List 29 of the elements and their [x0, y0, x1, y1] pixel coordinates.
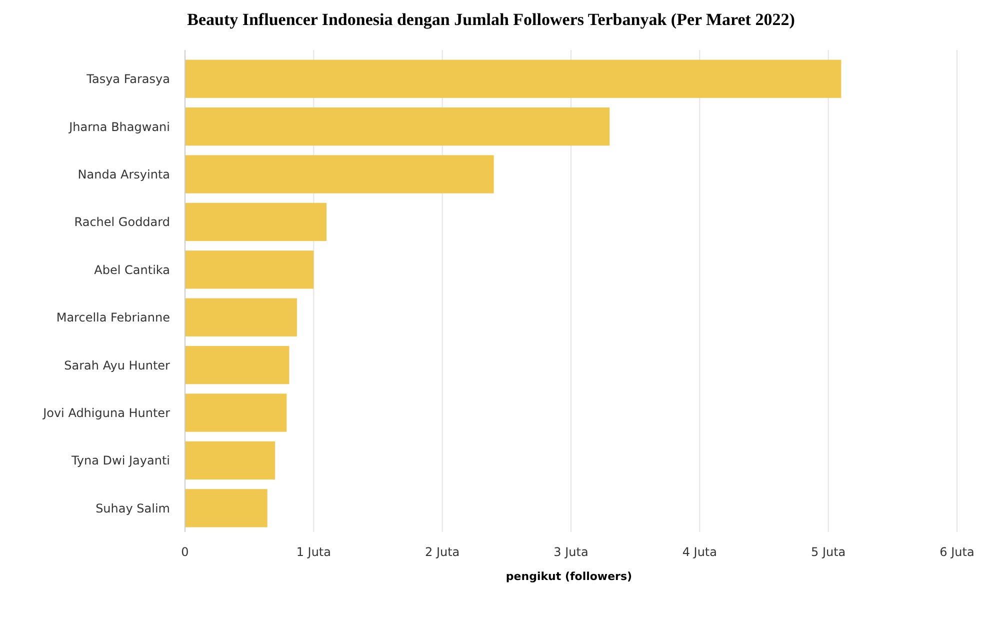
x-axis-title: pengikut (followers) [506, 570, 632, 583]
x-tick-label: 5 Juta [811, 545, 846, 559]
bar [185, 250, 314, 289]
bar [185, 346, 290, 384]
bar [185, 202, 327, 242]
bar [185, 441, 276, 480]
bar [185, 60, 842, 98]
y-tick-label: Suhay Salim [96, 501, 170, 516]
chart-title: Beauty Influencer Indonesia dengan Jumlah Followers Terbanyak (Per Maret 2022) [187, 10, 795, 29]
y-tick-label: Sarah Ayu Hunter [64, 358, 170, 372]
y-tick-label: Nanda Arsyinta [78, 167, 170, 182]
bar [185, 107, 610, 146]
x-tick-label: 0 [181, 545, 189, 559]
x-tick-label: 4 Juta [682, 545, 717, 559]
y-tick-label: Tasya Farasya [86, 72, 170, 86]
x-tick-label: 6 Juta [940, 545, 974, 559]
y-tick-label: Marcella Febrianne [56, 310, 170, 325]
y-tick-label: Tyna Dwi Jayanti [70, 454, 170, 468]
x-tick-label: 1 Juta [296, 545, 331, 559]
y-tick-label: Abel Cantika [94, 262, 170, 277]
bar [185, 394, 287, 432]
y-tick-label: Jharna Bhagwani [68, 120, 170, 134]
x-tick-label: 2 Juta [425, 545, 460, 559]
bar [185, 155, 494, 194]
y-tick-label: Rachel Goddard [74, 215, 170, 230]
y-tick-label: Jovi Adhiguna Hunter [42, 406, 170, 420]
x-tick-label: 3 Juta [554, 545, 588, 559]
bar [185, 298, 297, 336]
bar [185, 489, 268, 528]
